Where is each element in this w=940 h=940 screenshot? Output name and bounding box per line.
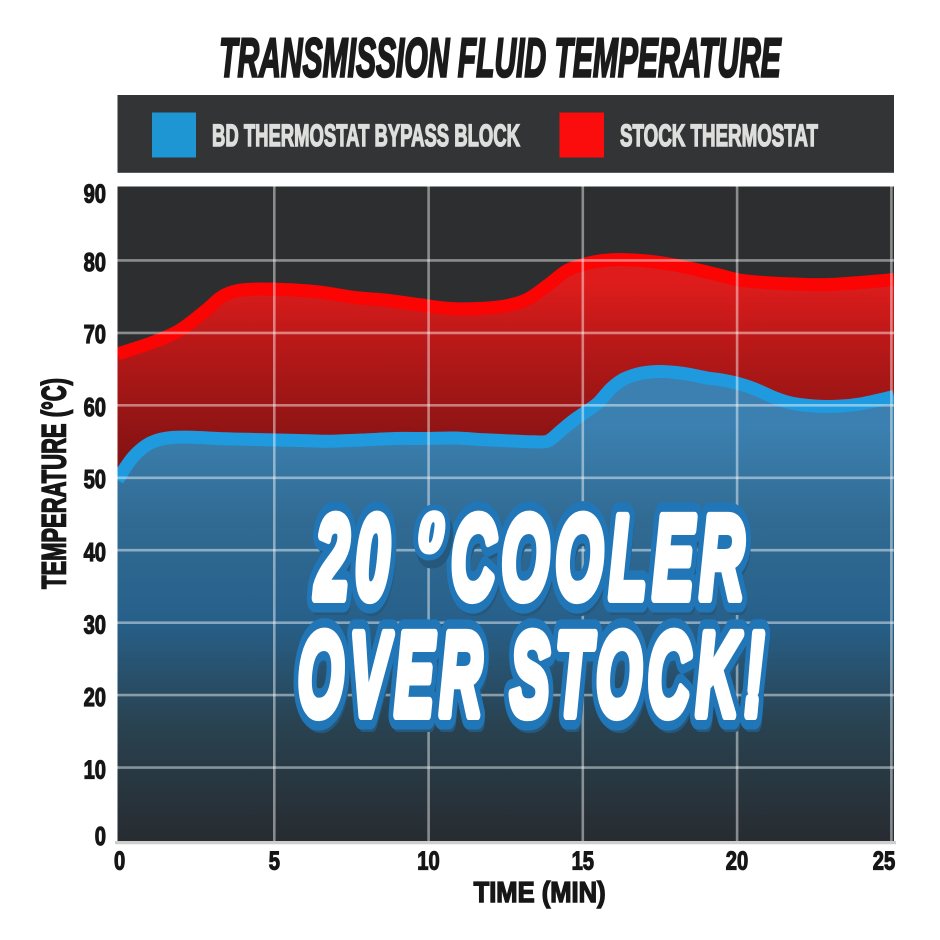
svg-text:TEMPERATURE (°C): TEMPERATURE (°C) xyxy=(36,378,74,589)
svg-text:OVER STOCK!: OVER STOCK! xyxy=(300,616,772,748)
svg-text:30: 30 xyxy=(84,610,106,640)
svg-text:STOCK THERMOSTAT: STOCK THERMOSTAT xyxy=(620,118,818,153)
svg-text:10: 10 xyxy=(84,755,106,785)
svg-text:40: 40 xyxy=(84,537,106,567)
svg-text:OVER STOCK!: OVER STOCK! xyxy=(298,609,770,741)
svg-text:10: 10 xyxy=(417,846,439,876)
svg-text:200 COOLER: 200 COOLER xyxy=(314,492,750,624)
svg-text:OVER STOCK!: OVER STOCK! xyxy=(298,609,770,741)
svg-text:50: 50 xyxy=(84,464,106,494)
svg-text:0: 0 xyxy=(114,846,125,876)
svg-text:5: 5 xyxy=(269,846,280,876)
svg-text:90: 90 xyxy=(84,179,106,209)
svg-text:BD THERMOSTAT BYPASS BLOCK: BD THERMOSTAT BYPASS BLOCK xyxy=(212,118,520,153)
svg-text:15: 15 xyxy=(572,846,594,876)
svg-text:80: 80 xyxy=(84,247,106,277)
svg-text:0: 0 xyxy=(419,503,453,563)
svg-text:200 COOLER: 200 COOLER xyxy=(314,492,750,624)
svg-text:20: 20 xyxy=(84,682,106,712)
svg-text:25: 25 xyxy=(873,846,895,876)
svg-text:20: 20 xyxy=(726,846,748,876)
svg-text:0: 0 xyxy=(95,821,106,851)
svg-text:TIME (MIN): TIME (MIN) xyxy=(474,877,606,909)
svg-text:TRANSMISSION FLUID TEMPERATURE: TRANSMISSION FLUID TEMPERATURE xyxy=(219,27,782,89)
svg-text:200 COOLER: 200 COOLER xyxy=(316,499,752,631)
svg-text:70: 70 xyxy=(84,319,106,349)
svg-text:60: 60 xyxy=(84,392,106,422)
